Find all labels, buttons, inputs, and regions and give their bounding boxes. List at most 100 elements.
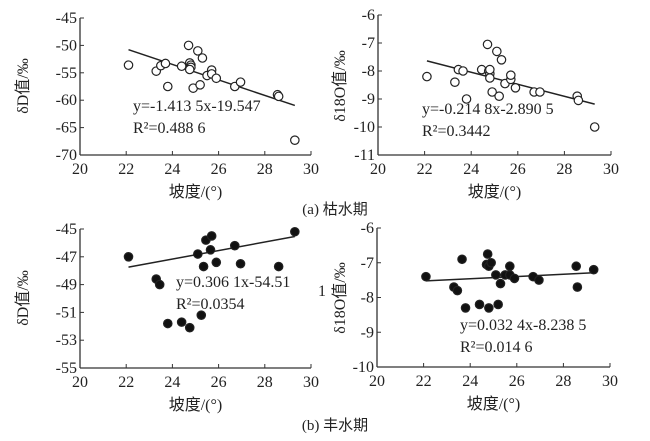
data-point — [460, 303, 471, 313]
data-point — [494, 91, 504, 101]
x-tick-label: 22 — [416, 373, 432, 390]
data-point — [588, 264, 599, 275]
data-point — [422, 71, 432, 82]
data-point — [184, 64, 195, 75]
x-tick-label: 24 — [462, 373, 478, 390]
data-point — [162, 318, 173, 329]
data-point — [485, 64, 495, 75]
data-point — [484, 303, 494, 313]
data-point — [193, 249, 203, 259]
data-point — [123, 60, 134, 70]
scatter-panel-3: 20 22 24 26 28 30 -45 -47 -49 -51 -53 -55 坡度/(°) δD值/… — [14, 221, 326, 414]
y-tick-label: -53 — [56, 332, 77, 349]
data-point — [184, 322, 195, 333]
x-tick-label: 30 — [603, 161, 619, 178]
x-tick-label: 20 — [370, 161, 386, 178]
data-point — [510, 83, 521, 93]
x-tick-label: 20 — [72, 161, 88, 178]
y-tick-label: -49 — [56, 277, 77, 294]
x-tick-label: 20 — [72, 374, 88, 391]
data-point — [495, 278, 506, 289]
data-point — [195, 80, 205, 90]
caption-a: (a) 枯水期 — [302, 201, 367, 218]
data-point — [211, 257, 222, 268]
y-tick-label: -45 — [56, 10, 77, 27]
data-point — [486, 257, 496, 268]
y-axis-label: δ18O值/‰ — [331, 262, 349, 334]
scatter-panel-2: 20 22 24 26 28 30 -6 -7 -8 -9 -10 -11 坡度/(°) δ18O值/‰ y… — [331, 7, 619, 201]
y-tick-label: -51 — [56, 304, 77, 321]
x-tick-label: 30 — [602, 373, 618, 390]
x-axis-label: 坡度/(°) — [467, 395, 521, 413]
x-tick-label: 24 — [164, 161, 180, 178]
data-point — [509, 273, 520, 284]
data-point — [235, 77, 246, 87]
y-tick-label: -70 — [56, 147, 77, 164]
y-tick-label: -6 — [362, 7, 375, 24]
r-squared: R²=0.0354 — [176, 296, 245, 313]
data-point — [534, 275, 544, 285]
data-point — [198, 261, 209, 272]
data-point — [123, 251, 134, 262]
x-tick-label: 28 — [556, 161, 572, 178]
data-point — [273, 91, 284, 102]
y-tick-label: -7 — [361, 255, 374, 272]
regression-equation: y=0.032 4x-8.238 5 — [460, 317, 586, 334]
data-point — [492, 46, 502, 57]
y-axis-label: δ18O值/‰ — [331, 50, 349, 122]
data-point — [485, 73, 495, 83]
data-point — [452, 285, 463, 296]
y-tick-label: -10 — [353, 359, 374, 376]
data-point — [487, 87, 497, 97]
data-point — [572, 282, 583, 292]
data-point — [229, 240, 240, 251]
r-squared: R²=0.014 6 — [460, 339, 533, 356]
y-tick-label: -6 — [361, 220, 374, 237]
x-tick-label: 24 — [164, 374, 180, 391]
regression-equation: y=-1.413 5x-19.547 — [133, 98, 261, 115]
data-point — [450, 77, 460, 87]
x-tick-label: 30 — [303, 161, 319, 178]
scatter-panel-1: 20 22 24 26 28 30 -45 -50 -55 -60 -65 -70 坡度/(°) δD值/… — [14, 10, 319, 201]
x-tick-label: 26 — [509, 373, 525, 390]
x-tick-label: 30 — [303, 374, 319, 391]
y-axis-label: δD值/‰ — [14, 270, 32, 326]
x-axis-label: 坡度/(°) — [169, 183, 223, 201]
data-point — [457, 254, 467, 265]
data-point — [474, 299, 485, 310]
y-tick-label: -47 — [56, 249, 77, 266]
x-tick-label: 22 — [417, 161, 433, 178]
x-tick-label: 28 — [257, 374, 273, 391]
x-tick-label: 20 — [369, 373, 385, 390]
data-point — [290, 135, 300, 146]
annotation: 1 — [318, 283, 326, 300]
data-point — [235, 258, 246, 269]
data-point — [458, 66, 468, 76]
y-tick-label: -8 — [362, 63, 375, 80]
x-tick-label: 28 — [257, 161, 273, 178]
y-tick-label: -9 — [361, 324, 374, 341]
data-point — [273, 261, 284, 272]
x-axis-label: 坡度/(°) — [468, 183, 522, 201]
data-point — [493, 299, 503, 310]
data-point — [589, 122, 600, 132]
y-tick-label: -11 — [354, 147, 375, 164]
data-point — [496, 54, 507, 65]
y-tick-label: -60 — [56, 92, 77, 109]
caption-b: (b) 丰水期 — [302, 417, 368, 434]
data-point — [482, 249, 493, 259]
scatter-panel-4: 20 22 24 26 28 30 -6 -7 -8 -9 -10 坡度/(°) δ18O值/‰ y=0.… — [331, 220, 618, 413]
x-tick-label: 28 — [555, 373, 571, 390]
x-axis-label: 坡度/(°) — [169, 396, 223, 414]
y-tick-label: -10 — [354, 119, 375, 136]
data-point — [162, 81, 173, 92]
data-point — [506, 70, 516, 80]
data-point — [206, 231, 217, 241]
regression-equation: y=-0.214 8x-2.890 5 — [422, 101, 554, 118]
y-axis-label: δD值/‰ — [14, 58, 32, 114]
data-point — [482, 39, 493, 50]
y-tick-label: -65 — [56, 120, 77, 137]
data-point — [491, 270, 501, 280]
data-point — [461, 94, 472, 104]
